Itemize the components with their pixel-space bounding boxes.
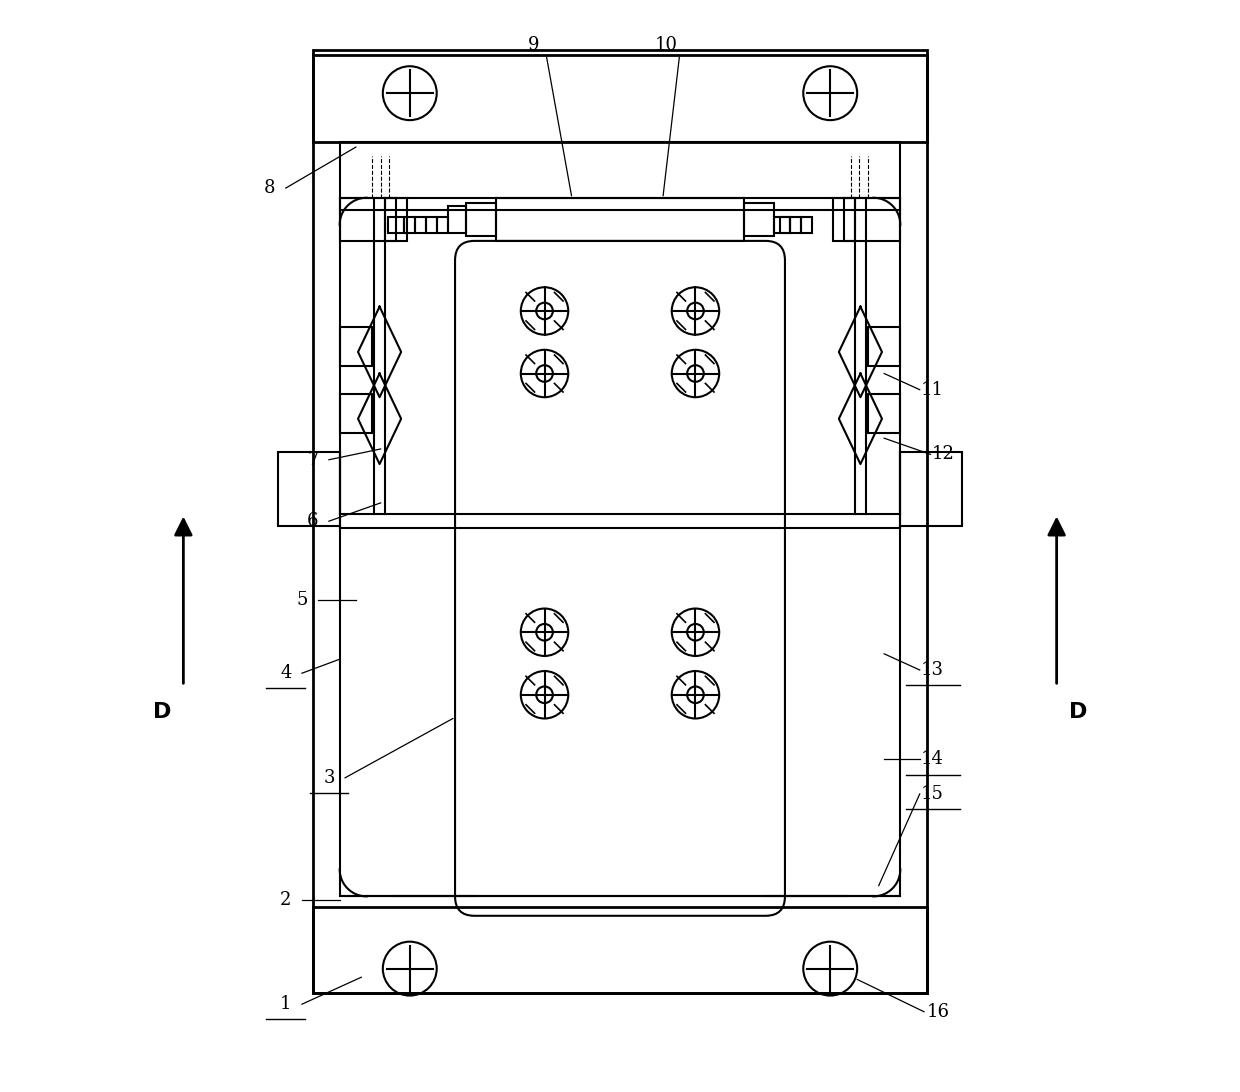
Text: 3: 3 [324,769,335,787]
Bar [833,198,900,241]
Text: 12: 12 [932,446,955,463]
Bar [312,50,928,994]
Bar [312,56,928,142]
Bar [868,328,900,366]
Text: D: D [1069,702,1087,722]
Text: 14: 14 [921,750,944,769]
Bar [868,394,900,432]
Text: 1: 1 [280,995,291,1013]
Text: 13: 13 [921,661,944,679]
Bar [780,217,790,234]
Bar [790,217,801,234]
Bar [278,452,340,525]
Text: 2: 2 [280,891,291,909]
Bar [844,198,856,241]
Text: 7: 7 [308,451,319,468]
Text: 10: 10 [655,36,678,54]
Bar [448,206,466,234]
Bar [466,203,496,236]
Bar [340,328,372,366]
Bar [774,217,790,234]
Text: 5: 5 [296,591,308,609]
Bar [404,217,415,234]
Bar [340,142,900,897]
Text: 8: 8 [264,179,275,197]
Text: 6: 6 [308,512,319,531]
Bar [436,217,448,234]
Bar [388,217,404,234]
Text: 15: 15 [921,785,944,803]
Bar [744,203,774,236]
Text: 16: 16 [926,1002,950,1021]
Bar [900,452,962,525]
Bar [340,394,372,432]
Bar [384,198,396,241]
Text: D: D [153,702,171,722]
Text: 11: 11 [921,381,944,399]
Bar [340,198,407,241]
Bar [801,217,812,234]
Text: 9: 9 [528,36,539,54]
Bar [312,907,928,994]
Bar [427,217,436,234]
Text: 4: 4 [280,664,291,682]
Bar [496,198,744,241]
Bar [415,217,427,234]
